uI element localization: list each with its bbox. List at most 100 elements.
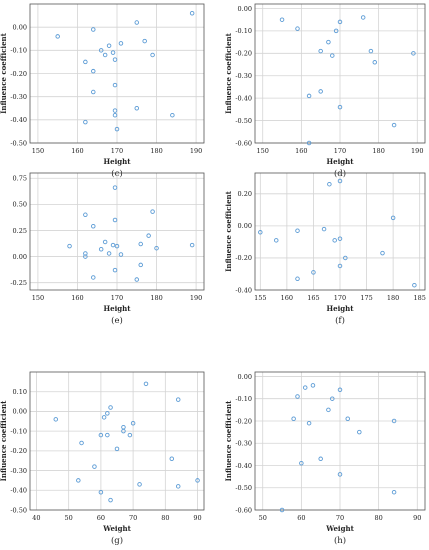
- data-point: [112, 267, 118, 273]
- y-tick-label: -0.30: [235, 440, 252, 448]
- panel-label: (e): [111, 315, 123, 326]
- data-point: [102, 52, 108, 58]
- data-point: [391, 418, 397, 424]
- data-point: [390, 215, 396, 221]
- y-tick-label: -0.10: [10, 47, 27, 55]
- data-point: [337, 472, 343, 477]
- y-tick-label: -0.30: [235, 72, 252, 80]
- y-tick-label: 0.00: [13, 23, 27, 31]
- data-point: [79, 440, 84, 446]
- data-point: [142, 38, 147, 44]
- data-point: [112, 108, 118, 113]
- data-point: [102, 239, 108, 245]
- x-tick-label: 165: [307, 294, 319, 302]
- data-point: [169, 456, 175, 461]
- y-tick-label: 0.00: [13, 408, 27, 416]
- data-point: [146, 233, 151, 238]
- x-axis-title: Height: [104, 157, 132, 166]
- x-tick-label: 190: [190, 147, 202, 155]
- data-point: [274, 238, 279, 243]
- x-tick-label: 80: [374, 514, 382, 522]
- data-point: [337, 178, 343, 184]
- x-tick-label: 90: [413, 514, 421, 522]
- x-tick-label: 50: [65, 514, 73, 522]
- x-tick-label: 90: [193, 514, 201, 522]
- y-tick-label: -0.60: [235, 139, 252, 147]
- data-point: [295, 276, 300, 282]
- data-point: [112, 217, 118, 223]
- plot-frame: [29, 3, 205, 144]
- y-tick-label: -0.25: [10, 279, 27, 287]
- data-point: [299, 461, 304, 466]
- data-point: [391, 489, 397, 495]
- plot-frame: [254, 3, 426, 144]
- data-point: [91, 68, 96, 74]
- data-point: [91, 89, 96, 95]
- data-point: [321, 226, 327, 232]
- data-point: [110, 242, 116, 248]
- data-point: [302, 385, 308, 390]
- x-tick-label: 50: [259, 514, 267, 522]
- y-tick-label: -0.30: [10, 93, 27, 101]
- x-axis-title: Height: [327, 157, 355, 166]
- y-tick-label: -0.30: [10, 467, 27, 475]
- data-point: [360, 15, 366, 20]
- x-tick-label: 150: [32, 147, 44, 155]
- y-tick-label: -0.20: [235, 417, 252, 425]
- x-tick-label: 160: [71, 147, 83, 155]
- y-tick-label: 0.75: [13, 175, 27, 183]
- y-tick-label: -0.60: [235, 506, 252, 514]
- y-tick-label: 0.20: [238, 190, 252, 198]
- data-point: [411, 51, 416, 56]
- x-tick-label: 40: [32, 514, 40, 522]
- y-tick-label: 0.50: [13, 201, 27, 209]
- data-point: [175, 397, 181, 402]
- y-tick-label: -0.10: [235, 395, 252, 403]
- x-tick-label: 170: [334, 294, 346, 302]
- data-point: [295, 394, 300, 399]
- data-point: [150, 209, 155, 214]
- y-tick-label: -0.10: [10, 427, 27, 435]
- data-point: [134, 105, 140, 111]
- data-point: [112, 112, 118, 118]
- y-tick-label: -0.40: [235, 286, 252, 294]
- plot-frame: [29, 371, 205, 511]
- data-point: [98, 490, 104, 495]
- data-point: [108, 497, 113, 503]
- y-tick-label: -0.40: [235, 94, 252, 102]
- data-point: [130, 421, 136, 426]
- data-point: [98, 247, 104, 252]
- y-axis-title: Influence coefficient: [224, 400, 233, 481]
- data-point: [295, 26, 300, 31]
- data-point: [318, 48, 323, 54]
- data-point: [318, 89, 323, 94]
- data-point: [327, 181, 332, 187]
- data-point: [306, 140, 312, 146]
- x-tick-label: 160: [281, 294, 293, 302]
- data-point: [306, 93, 312, 99]
- data-point: [143, 381, 149, 387]
- data-point: [412, 282, 417, 288]
- panel-label: (g): [111, 535, 123, 546]
- data-point: [127, 432, 133, 438]
- x-tick-label: 180: [150, 147, 162, 155]
- data-point: [101, 415, 107, 420]
- data-point: [91, 224, 96, 229]
- data-point: [112, 82, 118, 88]
- data-point: [330, 53, 335, 58]
- data-point: [134, 20, 140, 25]
- data-point: [118, 252, 124, 257]
- scatter-chart-3: 150 160 170 180 190 -0.25 0.00 0.25 0.50 0.75 Heig…: [10, 172, 205, 326]
- data-point: [105, 411, 110, 416]
- data-point: [112, 185, 118, 190]
- y-tick-label: 0.10: [13, 388, 27, 396]
- data-point: [98, 48, 104, 53]
- data-point: [337, 387, 343, 393]
- data-point: [138, 241, 143, 247]
- data-point: [138, 262, 143, 268]
- x-axis-title: Weight: [325, 524, 354, 533]
- data-point: [195, 478, 200, 483]
- y-tick-label: -0.20: [235, 50, 252, 58]
- data-point: [357, 429, 362, 435]
- data-point: [337, 104, 343, 110]
